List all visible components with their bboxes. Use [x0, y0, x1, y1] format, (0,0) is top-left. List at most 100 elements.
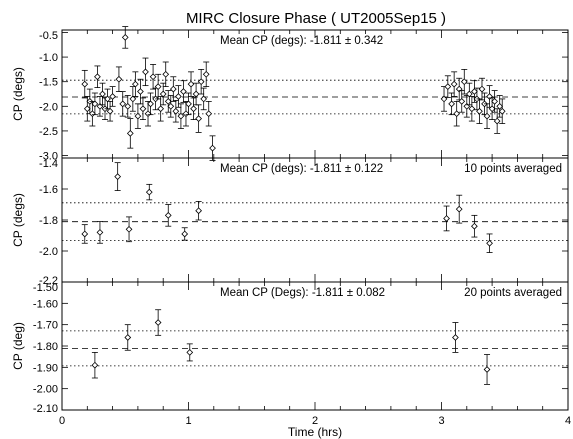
point-marker [124, 334, 132, 341]
data-point-49 [209, 135, 216, 161]
point-marker [205, 110, 213, 118]
point-marker [106, 107, 114, 115]
data-point-1 [91, 351, 99, 379]
point-marker [81, 80, 89, 88]
y-axis-label: CP (deg) [11, 322, 25, 370]
data-point-16 [124, 95, 132, 118]
data-point-58 [463, 95, 471, 118]
point-marker [164, 211, 172, 219]
plot-frame [61, 281, 569, 411]
data-point-6 [94, 65, 101, 88]
y-tick-label: -3.0 [39, 151, 58, 163]
x-tick-label: 1 [185, 415, 191, 427]
y-tick-label: -2.2 [39, 275, 58, 287]
data-point-60 [468, 96, 476, 122]
point-marker [132, 80, 139, 88]
panel-mean-label: Mean CP (degs): -1.811 ± 0.342 [220, 35, 383, 47]
y-tick-label: -1.80 [33, 341, 58, 353]
point-marker [195, 115, 202, 122]
point-marker [124, 102, 132, 110]
y-tick-label: -0.5 [39, 30, 58, 42]
point-marker [460, 78, 468, 86]
point-marker [81, 230, 89, 238]
data-point-63 [476, 98, 483, 124]
data-point-11 [471, 214, 478, 238]
y-tick-label: -2.5 [39, 126, 58, 138]
point-marker [478, 85, 486, 93]
point-marker [181, 230, 189, 238]
point-marker [448, 100, 455, 108]
point-marker [455, 205, 463, 213]
data-point-24 [144, 100, 152, 127]
data-point-50 [440, 86, 448, 112]
point-marker [139, 105, 147, 113]
point-marker [154, 83, 162, 90]
data-point-45 [197, 68, 205, 95]
x-tick-label: 2 [312, 415, 318, 427]
data-point-29 [157, 96, 165, 122]
point-marker [182, 110, 190, 118]
panel-mean-label: Mean CP (degs): -1.811 ± 0.122 [220, 163, 383, 175]
data-point-3 [154, 309, 162, 336]
y-tick-label: -2.10 [33, 403, 58, 415]
point-marker [465, 90, 473, 98]
point-marker [200, 95, 208, 103]
point-marker [147, 100, 154, 108]
data-point-13 [115, 66, 123, 92]
point-marker [121, 34, 129, 41]
point-marker [493, 117, 501, 125]
data-point-19 [132, 71, 139, 97]
y-tick-label: -1.4 [39, 158, 58, 170]
point-marker [164, 98, 172, 105]
data-point-39 [182, 100, 190, 127]
point-marker [463, 102, 471, 110]
point-marker [486, 239, 493, 247]
y-tick-label: -1.5 [39, 77, 58, 89]
point-marker [185, 100, 192, 108]
data-point-70 [493, 108, 501, 134]
point-marker [142, 68, 149, 76]
data-point-59 [465, 82, 473, 106]
point-marker [471, 88, 478, 95]
data-point-28 [154, 73, 162, 100]
point-marker [450, 80, 458, 88]
data-point-6 [483, 354, 491, 385]
point-marker [498, 107, 506, 115]
data-point-10 [455, 194, 463, 224]
data-point-9 [443, 205, 450, 232]
data-point-1 [81, 224, 89, 244]
point-marker [455, 85, 463, 93]
point-marker [496, 102, 504, 110]
chart-panels: -0.5 -1.0 -1.5 -2.0 -2.5 -3.0 Mean CP (degs): … [11, 26, 571, 439]
point-marker [483, 366, 491, 373]
point-marker [99, 90, 106, 98]
point-marker [119, 100, 127, 108]
point-marker [91, 361, 99, 369]
point-marker [452, 334, 459, 341]
point-marker [202, 70, 210, 78]
point-marker [137, 88, 144, 95]
plot-frame [61, 29, 569, 159]
point-marker [91, 100, 99, 108]
point-marker [195, 207, 202, 215]
point-marker [192, 90, 200, 98]
chart-panel-1: -0.5 -1.0 -1.5 -2.0 -2.5 -3.0 Mean CP (degs): … [11, 26, 569, 163]
point-marker [96, 229, 104, 236]
point-marker [443, 215, 450, 222]
point-marker [145, 188, 153, 196]
x-tick-label: 3 [438, 415, 444, 427]
data-point-22 [139, 97, 147, 120]
data-point-51 [444, 75, 452, 98]
point-marker [125, 225, 133, 233]
data-point-32 [164, 90, 172, 113]
x-tick-label: 0 [59, 415, 65, 427]
data-point-42 [190, 97, 197, 120]
data-point-5 [145, 183, 153, 201]
point-marker [144, 110, 152, 118]
data-point-37 [177, 103, 185, 129]
point-marker [187, 80, 195, 88]
point-marker [115, 75, 123, 83]
data-point-47 [202, 61, 210, 88]
data-point-11 [106, 100, 114, 122]
point-marker [126, 130, 134, 137]
